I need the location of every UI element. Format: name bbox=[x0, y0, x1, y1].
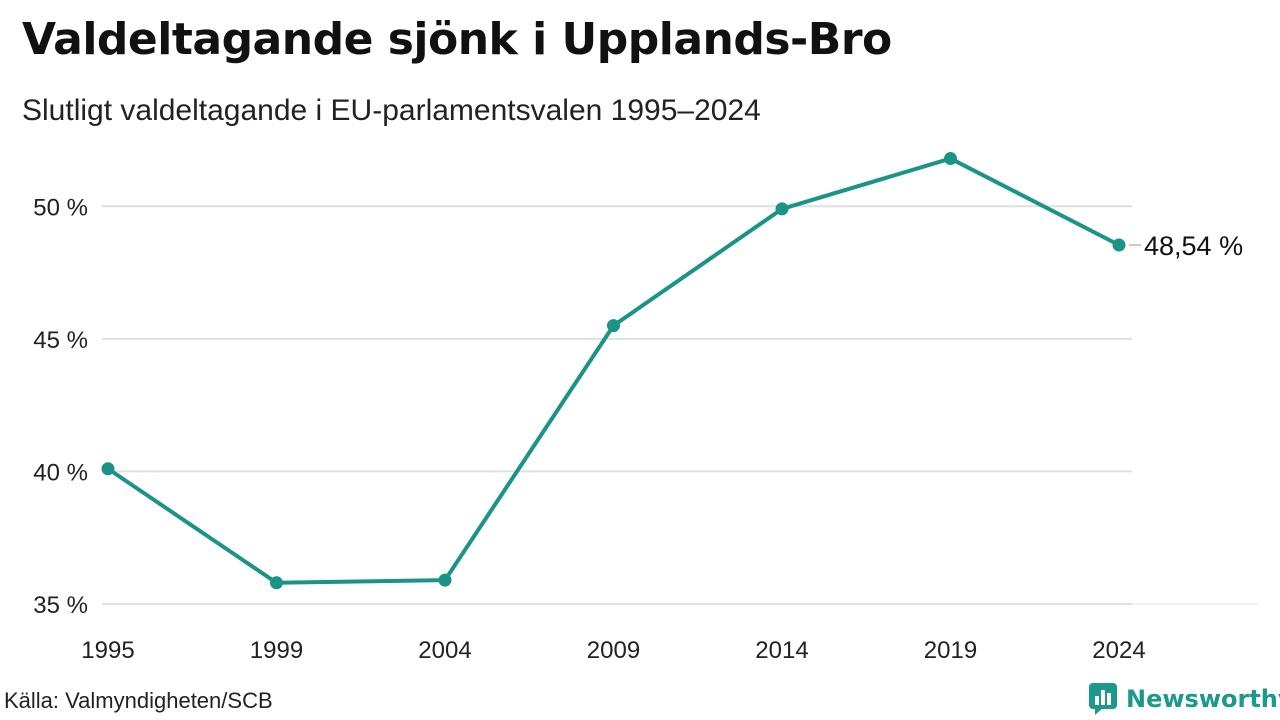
x-axis-ticks: 1995 1999 2004 2009 2014 2019 2024 bbox=[81, 637, 1145, 664]
y-axis-ticks: 35 % 40 % 45 % 50 % bbox=[33, 194, 88, 619]
data-point bbox=[944, 152, 957, 166]
source-note: Källa: Valmyndigheten/SCB bbox=[4, 688, 273, 713]
y-tick-label: 45 % bbox=[33, 327, 88, 354]
brand-logo: Newsworthy bbox=[1088, 682, 1280, 716]
line-chart: 35 % 40 % 45 % 50 % 1995 1999 2004 2009 2014 201… bbox=[33, 152, 1258, 664]
end-value-label: 48,54 % bbox=[1144, 231, 1243, 261]
brand-name: Newsworthy bbox=[1126, 685, 1280, 713]
series-line bbox=[106, 156, 1121, 585]
data-point bbox=[775, 202, 789, 216]
y-tick-label: 50 % bbox=[33, 194, 88, 221]
x-tick-label: 2014 bbox=[755, 637, 808, 664]
y-tick-label: 35 % bbox=[33, 592, 88, 619]
x-tick-label: 2019 bbox=[924, 637, 977, 664]
gridlines bbox=[102, 205, 1258, 605]
series-group bbox=[101, 152, 1126, 590]
data-point bbox=[1112, 238, 1126, 252]
data-point bbox=[270, 576, 283, 590]
bar-chart-speech-icon bbox=[1089, 683, 1117, 715]
x-tick-label: 2024 bbox=[1092, 637, 1145, 664]
chart-subtitle: Slutligt valdeltagande i EU-parlamentsva… bbox=[22, 94, 761, 127]
x-tick-label: 2009 bbox=[587, 637, 640, 664]
data-point bbox=[101, 462, 115, 476]
x-tick-label: 1995 bbox=[81, 637, 134, 664]
data-labels: 48,54 % bbox=[1129, 231, 1243, 261]
data-point bbox=[438, 573, 452, 587]
x-tick-label: 2004 bbox=[418, 637, 471, 664]
y-tick-label: 40 % bbox=[33, 459, 88, 486]
data-point bbox=[607, 319, 620, 333]
x-tick-label: 1999 bbox=[250, 637, 303, 664]
chart-title: Valdeltagande sjönk i Upplands-Bro bbox=[22, 14, 892, 65]
